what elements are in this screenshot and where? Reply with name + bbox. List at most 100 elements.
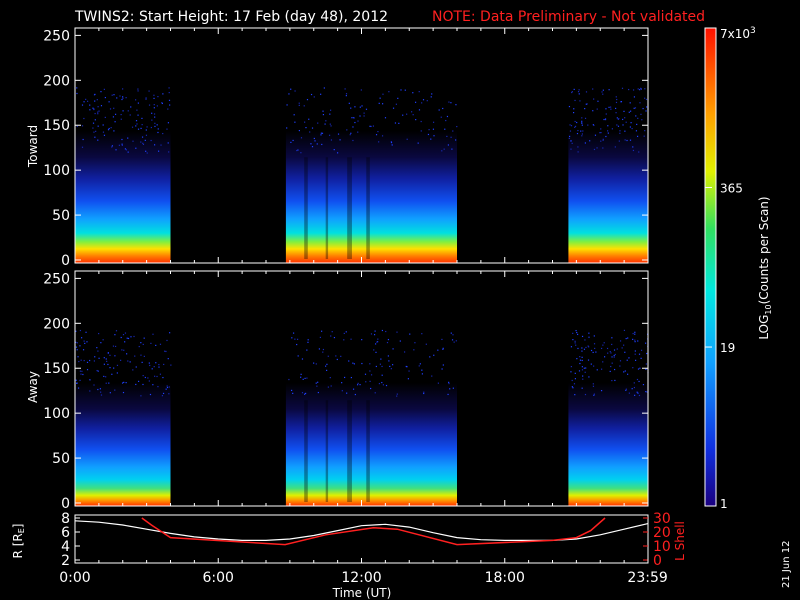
heatmap-speckle (159, 373, 162, 375)
heatmap-speckle (634, 339, 636, 341)
heatmap-speckle (576, 121, 578, 124)
heatmap-speckle (138, 345, 140, 348)
heatmap-speckle (386, 341, 389, 344)
heatmap-speckle (624, 139, 626, 141)
heatmap-speckle (581, 347, 583, 349)
heatmap-speckle (581, 359, 583, 362)
heatmap-speckle (135, 125, 137, 127)
heatmap-speckle (403, 351, 406, 353)
heatmap-speckle (596, 108, 598, 110)
heatmap-speckle (447, 144, 449, 146)
y-tick-label: 2 (61, 553, 70, 569)
heatmap-speckle (120, 113, 122, 116)
heatmap-speckle (344, 376, 346, 379)
heatmap-speckle (352, 388, 355, 390)
heatmap-speckle (380, 358, 382, 360)
heatmap-speckle (606, 347, 609, 350)
heatmap-speckle (623, 371, 625, 373)
heatmap-speckle (624, 117, 626, 119)
heatmap-speckle (644, 97, 646, 99)
heatmap-speckle (581, 135, 583, 137)
heatmap-speckle (374, 330, 376, 332)
heatmap-speckle (313, 137, 315, 140)
heatmap-speckle (587, 345, 589, 347)
heatmap-speckle (585, 103, 587, 105)
heatmap-speckle (86, 341, 88, 343)
heatmap-speckle (75, 346, 78, 348)
heatmap-speckle (82, 349, 85, 351)
preliminary-note: NOTE: Data Preliminary - Not validated (432, 9, 705, 25)
heatmap-speckle (78, 360, 80, 363)
heatmap-speckle (588, 332, 590, 334)
heatmap-speckle (325, 365, 327, 367)
heatmap-speckle (327, 386, 329, 388)
heatmap-speckle (120, 359, 122, 361)
heatmap-speckle (150, 139, 152, 142)
heatmap-speckle (571, 91, 573, 93)
heatmap-speckle (613, 354, 615, 357)
heatmap-speckle (361, 105, 363, 107)
heatmap-gap (347, 157, 352, 259)
heatmap-speckle (392, 348, 394, 350)
heatmap-speckle (363, 115, 365, 117)
colorbar-label-tail: (Counts per Scan) (757, 196, 771, 304)
heatmap-speckle (596, 369, 598, 371)
heatmap-speckle (75, 341, 77, 343)
heatmap-speckle (127, 360, 129, 362)
heatmap-speckle (449, 388, 451, 390)
heatmap-speckle (619, 360, 622, 362)
heatmap-data-block (75, 329, 171, 506)
heatmap-speckle (614, 379, 616, 382)
heatmap-speckle (372, 125, 375, 127)
heatmap-speckle (402, 114, 404, 116)
heatmap-speckle (111, 373, 113, 375)
y-tick-label: 0 (61, 253, 70, 269)
heatmap-speckle (614, 353, 616, 356)
heatmap-speckle (352, 139, 354, 142)
heatmap-speckle (121, 144, 123, 146)
heatmap-speckle (321, 143, 323, 146)
heatmap-speckle (429, 356, 431, 358)
heatmap-speckle (304, 377, 306, 379)
heatmap-speckle (103, 357, 105, 359)
heatmap-speckle (593, 98, 595, 100)
heatmap-speckle (346, 392, 348, 394)
heatmap-speckle (161, 102, 163, 105)
heatmap-speckle (357, 131, 359, 133)
heatmap-speckle (636, 123, 638, 126)
colorbar-label: LOG10(Counts per Scan) (757, 196, 773, 339)
heatmap-speckle (161, 395, 164, 397)
heatmap-speckle (574, 340, 576, 342)
heatmap-speckle (581, 133, 583, 135)
heatmap-speckle (321, 132, 324, 134)
heatmap-speckle (122, 391, 125, 394)
heatmap-speckle (293, 114, 295, 116)
heatmap-speckle (314, 140, 316, 142)
y-tick-label: 200 (43, 73, 70, 89)
heatmap-speckle (107, 352, 109, 354)
heatmap-speckle (406, 113, 408, 115)
y-tick-label: 200 (43, 316, 70, 332)
heatmap-speckle (571, 386, 573, 388)
heatmap-speckle (99, 388, 102, 390)
heatmap-speckle (442, 364, 444, 366)
heatmap-speckle (570, 125, 573, 127)
heatmap-speckle (330, 385, 332, 387)
heatmap-speckle (125, 382, 127, 384)
heatmap-speckle (122, 334, 125, 336)
heatmap-speckle (352, 126, 354, 128)
heatmap-speckle (388, 360, 390, 362)
heatmap-speckle (305, 392, 307, 395)
heatmap-speckle (611, 337, 613, 339)
heatmap-speckle (607, 352, 609, 354)
heatmap-speckle (142, 142, 144, 144)
heatmap-speckle (124, 148, 127, 150)
heatmap-speckle (643, 135, 645, 137)
heatmap-speckle (451, 339, 454, 341)
heatmap-speckle (105, 376, 107, 378)
heatmap-speckle (616, 348, 618, 350)
heatmap-speckle (605, 113, 607, 115)
heatmap-speckle (113, 94, 115, 96)
heatmap-speckle (374, 392, 376, 394)
heatmap-speckle (629, 102, 631, 104)
